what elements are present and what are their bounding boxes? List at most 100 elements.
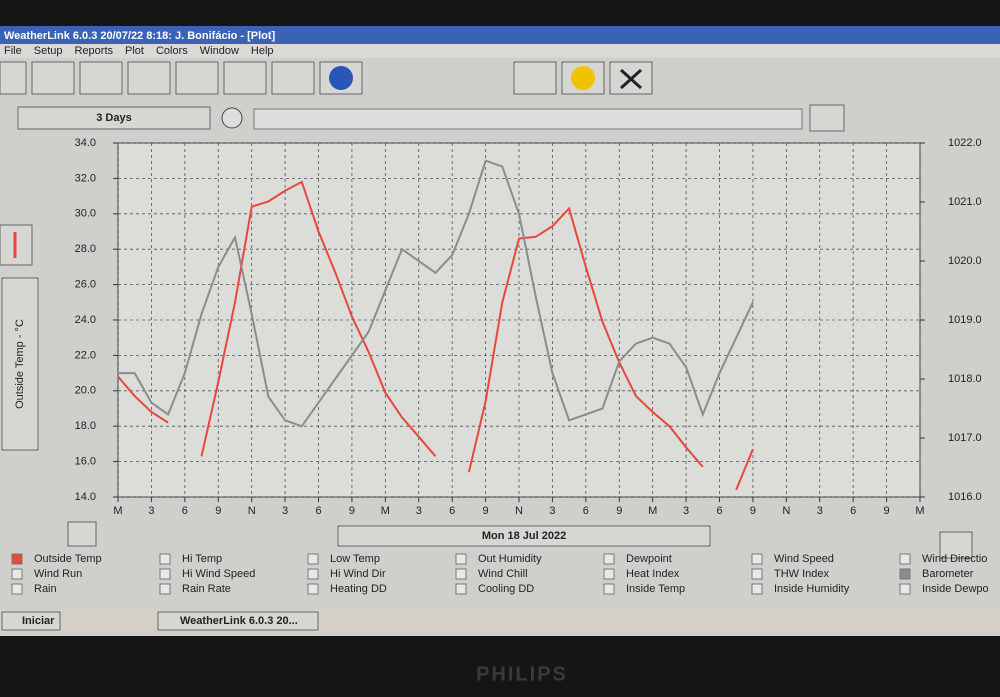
legend-checkbox[interactable] — [455, 553, 467, 565]
menu-item[interactable]: Help — [251, 45, 274, 57]
x-tick-label: N — [248, 505, 256, 517]
tool-button[interactable] — [31, 61, 75, 95]
y-tick-label: 32.0 — [75, 172, 96, 184]
title-bar — [0, 26, 1000, 44]
start-button[interactable] — [1, 611, 61, 631]
menu-item[interactable]: Window — [200, 45, 239, 57]
x-tick-label: 6 — [716, 505, 722, 517]
y-tick-label: 24.0 — [75, 314, 96, 326]
legend-option: Low Temp — [330, 553, 380, 565]
status-field — [253, 108, 803, 130]
x-tick-label: 9 — [884, 505, 890, 517]
menu-item[interactable]: Reports — [74, 45, 113, 57]
x-tick-label: 3 — [416, 505, 422, 517]
legend-checkbox[interactable] — [159, 583, 171, 595]
legend-option: Inside Humidity — [774, 583, 850, 595]
legend-checkbox[interactable] — [899, 583, 911, 595]
x-tick-label: 3 — [148, 505, 154, 517]
legend-checkbox[interactable] — [751, 568, 763, 580]
close-icon — [619, 68, 643, 90]
x-tick-label: 6 — [182, 505, 188, 517]
lock-button[interactable] — [67, 521, 97, 547]
legend-checkbox[interactable] — [751, 553, 763, 565]
legend-option: THW Index — [774, 568, 830, 580]
y-tick-label: 28.0 — [75, 243, 96, 255]
legend-checkbox[interactable] — [159, 568, 171, 580]
y2-tick-label: 1020.0 — [948, 255, 982, 267]
legend-checkbox[interactable] — [455, 583, 467, 595]
menu-item[interactable]: Setup — [34, 45, 63, 57]
legend-checkbox[interactable] — [455, 568, 467, 580]
x-tick-label: 9 — [349, 505, 355, 517]
x-tick-label: N — [515, 505, 523, 517]
legend-option: Wind Directio — [922, 553, 987, 565]
series-line — [118, 159, 754, 428]
axis-label-button[interactable] — [1, 277, 39, 451]
y2-tick-label: 1017.0 — [948, 432, 982, 444]
y-axis-label: Outside Temp - °C — [14, 319, 26, 409]
menu-item[interactable]: File — [4, 45, 22, 57]
legend-checkbox[interactable] — [11, 583, 23, 595]
legend-option: Wind Chill — [478, 568, 528, 580]
legend-option: Heat Index — [626, 568, 680, 580]
taskbar — [0, 610, 1000, 632]
y-tick-label: 26.0 — [75, 279, 96, 291]
legend-checkbox[interactable] — [307, 583, 319, 595]
legend-entry: Barometer — [922, 568, 974, 580]
task-button[interactable] — [157, 611, 319, 631]
legend-option: Wind Run — [34, 568, 82, 580]
tool-button[interactable] — [0, 61, 27, 95]
x-tick-label: M — [113, 505, 122, 517]
legend-option: Heating DD — [330, 583, 387, 595]
zoom-button[interactable] — [221, 107, 243, 129]
x-tick-label: 9 — [750, 505, 756, 517]
legend-option: Hi Wind Speed — [182, 568, 255, 580]
x-tick-label: 6 — [449, 505, 455, 517]
legend-checkbox[interactable] — [899, 553, 911, 565]
y-tick-label: 16.0 — [75, 456, 96, 468]
legend-checkbox[interactable] — [603, 568, 615, 580]
legend-checkbox[interactable] — [899, 568, 911, 580]
legend-checkbox[interactable] — [603, 553, 615, 565]
x-tick-label: 9 — [483, 505, 489, 517]
tool-button[interactable] — [127, 61, 171, 95]
color-button[interactable] — [809, 104, 845, 132]
legend-checkbox[interactable] — [603, 583, 615, 595]
start-label: Iniciar — [22, 615, 55, 627]
legend-entry: Outside Temp — [34, 553, 102, 565]
tool-button[interactable] — [175, 61, 219, 95]
legend-option: Out Humidity — [478, 553, 542, 565]
x-tick-label: 6 — [583, 505, 589, 517]
y2-tick-label: 1019.0 — [948, 314, 982, 326]
legend-checkbox[interactable] — [307, 553, 319, 565]
menu-item[interactable]: Colors — [156, 45, 188, 57]
x-tick-label: 6 — [850, 505, 856, 517]
legend-checkbox[interactable] — [11, 553, 23, 565]
tool-button[interactable] — [271, 61, 315, 95]
legend-checkbox[interactable] — [307, 568, 319, 580]
tool-button[interactable] — [79, 61, 123, 95]
legend-checkbox[interactable] — [159, 553, 171, 565]
lock-button[interactable] — [939, 531, 973, 559]
x-tick-label: 3 — [282, 505, 288, 517]
x-tick-label: M — [648, 505, 657, 517]
x-tick-label: M — [915, 505, 924, 517]
legend-option: Inside Dewpo — [922, 583, 989, 595]
legend-checkbox[interactable] — [11, 568, 23, 580]
print-button[interactable] — [513, 61, 557, 95]
menu-item[interactable]: Plot — [125, 45, 144, 57]
y-tick-label: 22.0 — [75, 349, 96, 361]
legend-option: Rain — [34, 583, 57, 595]
legend-option: Inside Temp — [626, 583, 685, 595]
range-button[interactable] — [17, 106, 211, 130]
y-tick-label: 20.0 — [75, 385, 96, 397]
menu-bar — [0, 44, 1000, 58]
legend-checkbox[interactable] — [751, 583, 763, 595]
x-tick-label: 9 — [616, 505, 622, 517]
tool-button[interactable] — [223, 61, 267, 95]
toolbar — [0, 61, 653, 95]
x-tick-label: 9 — [215, 505, 221, 517]
y-tick-label: 14.0 — [75, 491, 96, 503]
